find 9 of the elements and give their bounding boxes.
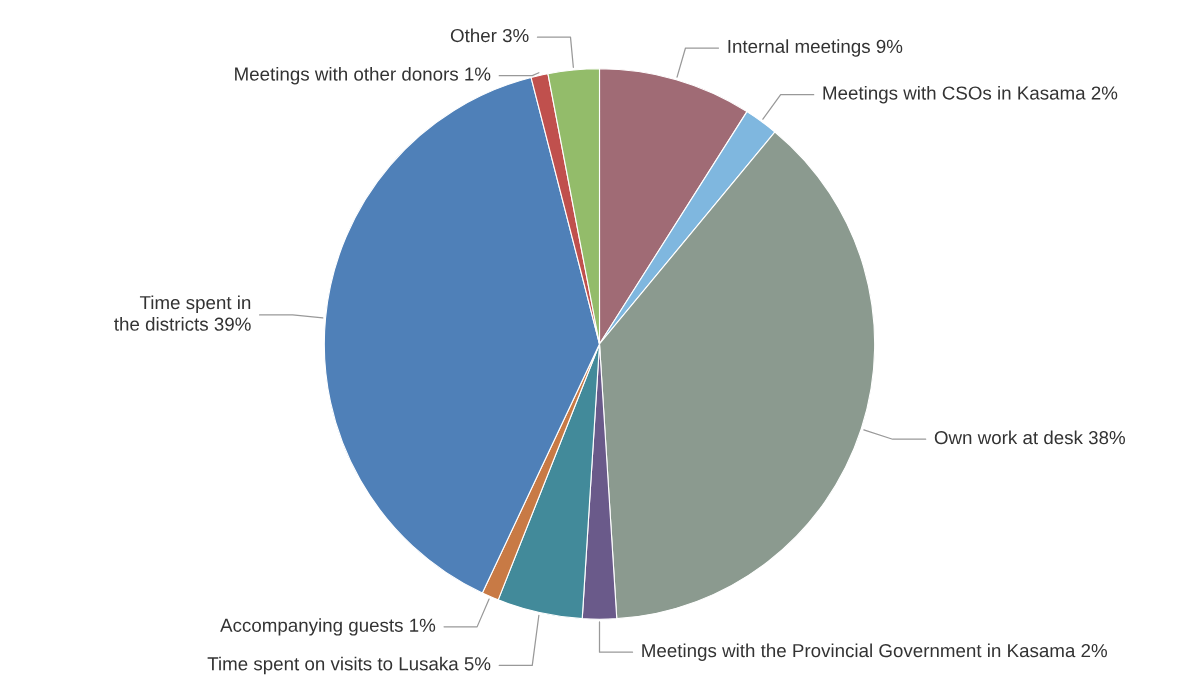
slice-label: Meetings with CSOs in Kasama 2% <box>823 85 1118 104</box>
slice-label: Accompanying guests 1% <box>220 618 436 636</box>
slice-label: Other 3% <box>450 28 529 43</box>
slice-label: Meetings with the Provincial Government in Kasama 2% <box>642 643 1107 661</box>
slice-label: Meetings with other donors 1% <box>235 66 491 85</box>
slice-label: Time spent in the districts 39% <box>114 295 251 331</box>
slice-label: Internal meetings 9% <box>728 39 903 57</box>
slice-label: Own work at desk 38% <box>934 430 1125 445</box>
slice-label: Time spent on visits to Lusaka 5% <box>207 656 491 675</box>
